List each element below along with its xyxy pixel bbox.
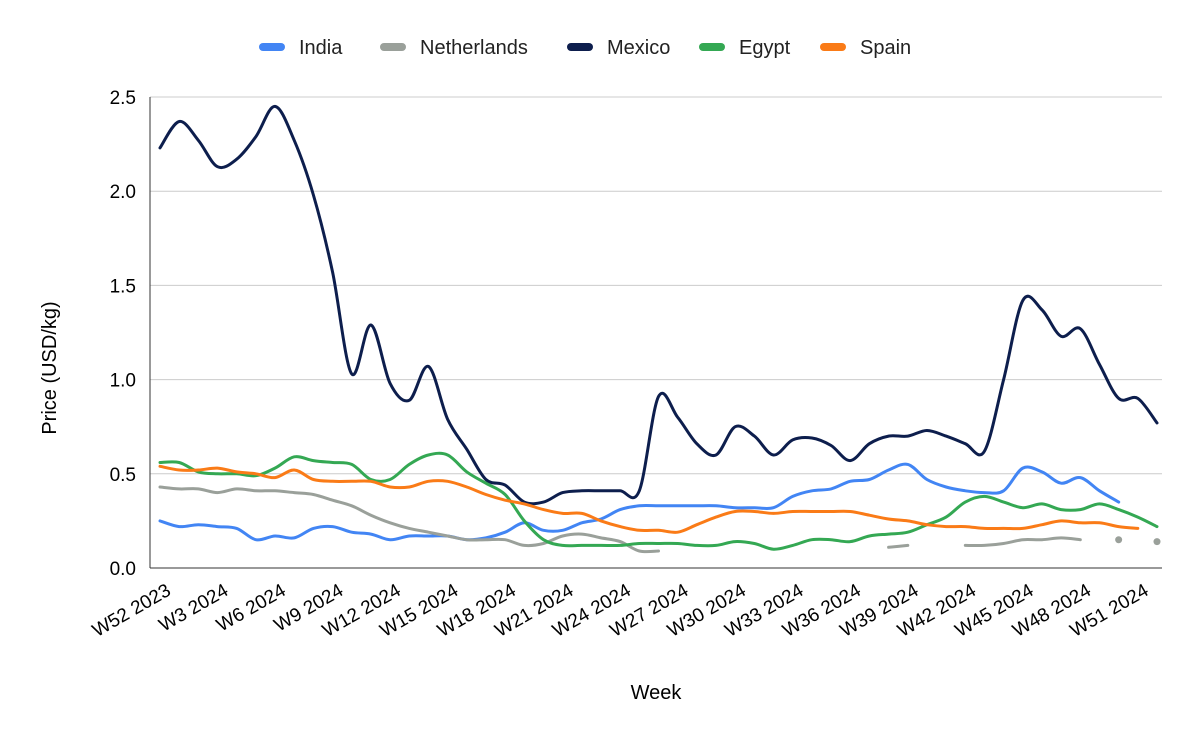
series-line-netherlands — [158, 485, 660, 554]
series-mexico — [158, 104, 1159, 506]
y-tick-label: 1.5 — [110, 276, 136, 297]
series-lines — [158, 104, 1161, 554]
legend-swatch — [380, 43, 406, 51]
legend-label: Mexico — [607, 37, 670, 59]
legend-item-mexico: Mexico — [567, 37, 670, 59]
y-tick-label: 0.0 — [110, 559, 136, 580]
series-netherlands — [158, 485, 1161, 554]
series-line-netherlands — [963, 536, 1082, 548]
legend-label: Spain — [860, 37, 911, 59]
y-axis-ticks: 0.0 0.5 1.0 1.5 2.0 2.5 — [110, 88, 136, 580]
y-tick-label: 2.0 — [110, 182, 136, 203]
y-tick-label: 2.5 — [110, 88, 136, 109]
series-line-india — [158, 462, 1121, 542]
gridlines — [149, 96, 1162, 569]
legend-swatch — [567, 43, 593, 51]
y-tick-label: 1.0 — [110, 371, 136, 392]
series-point-netherlands — [1115, 536, 1123, 544]
series-point-netherlands — [1153, 538, 1161, 546]
x-axis-title: Week — [631, 682, 683, 704]
legend-item-india: India — [259, 37, 343, 59]
x-tick-label: W52 2023 — [89, 580, 175, 641]
legend-swatch — [259, 43, 285, 51]
legend-label: India — [299, 37, 343, 59]
legend-label: Netherlands — [420, 37, 528, 59]
series-line-mexico — [158, 104, 1159, 506]
series-spain — [158, 464, 1140, 534]
y-axis-title: Price (USD/kg) — [39, 301, 61, 434]
legend-item-spain: Spain — [820, 37, 911, 59]
legend-swatch — [820, 43, 846, 51]
series-line-netherlands — [887, 543, 910, 549]
legend-swatch — [699, 43, 725, 51]
series-india — [158, 462, 1121, 542]
legend: India Netherlands Mexico Egypt Spain — [259, 37, 911, 59]
series-line-spain — [158, 464, 1140, 534]
legend-item-egypt: Egypt — [699, 37, 791, 59]
legend-item-netherlands: Netherlands — [380, 37, 528, 59]
series-line-egypt — [158, 451, 1159, 551]
legend-label: Egypt — [739, 37, 791, 59]
series-egypt — [158, 451, 1159, 551]
y-tick-label: 0.5 — [110, 465, 136, 486]
